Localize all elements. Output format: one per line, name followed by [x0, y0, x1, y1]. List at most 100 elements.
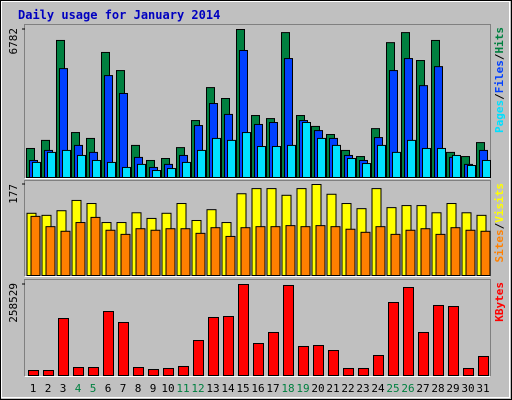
bar: [90, 216, 101, 277]
x-tick-label: 31: [476, 382, 489, 395]
bar: [302, 122, 311, 178]
x-tick-label: 5: [90, 382, 97, 395]
bar: [347, 158, 356, 178]
x-tick-label: 9: [150, 382, 157, 395]
bar: [107, 161, 116, 178]
bar: [240, 227, 251, 277]
bar: [407, 139, 416, 178]
bar: [32, 161, 41, 178]
legend-entry: Hits: [493, 27, 506, 54]
legend: Sites/Visits: [493, 183, 506, 263]
bar: [103, 311, 114, 377]
bar: [482, 159, 491, 178]
bar: [435, 233, 446, 276]
bar: [253, 343, 264, 376]
bar: [238, 284, 249, 376]
bar: [180, 228, 191, 276]
x-tick-label: 24: [371, 382, 385, 395]
bar: [133, 367, 144, 377]
x-tick-label: 26: [401, 382, 414, 395]
bar: [163, 367, 174, 376]
bar: [345, 228, 356, 277]
chart-title: Daily usage for January 2014: [18, 8, 220, 22]
bar: [227, 139, 236, 178]
bar: [270, 226, 281, 276]
bar: [88, 367, 99, 377]
bar: [150, 229, 161, 277]
bar: [30, 215, 41, 276]
bar: [467, 164, 476, 178]
bar: [313, 345, 324, 376]
bar: [255, 226, 266, 276]
bar: [195, 232, 206, 277]
bar: [360, 231, 371, 276]
bar: [77, 154, 86, 178]
bar: [118, 321, 129, 376]
bar: [47, 151, 56, 179]
x-tick-label: 15: [236, 382, 249, 395]
legend-separator: /: [493, 93, 506, 100]
x-tick-label: 17: [266, 382, 279, 395]
x-tick-label: 4: [75, 382, 82, 395]
bar: [223, 316, 234, 376]
legend: Pages/Files/Hits: [493, 27, 506, 133]
bar: [28, 370, 39, 376]
x-tick-label: 1: [30, 382, 37, 395]
bar: [178, 365, 189, 376]
x-tick-label: 18: [281, 382, 294, 395]
bar: [257, 146, 266, 178]
x-tick-label: 12: [191, 382, 204, 395]
bar: [422, 147, 431, 179]
x-tick-label: 7: [120, 382, 127, 395]
bar: [105, 229, 116, 277]
bar: [317, 137, 326, 178]
bar: [388, 301, 399, 377]
bar: [212, 137, 221, 178]
bar: [300, 226, 311, 276]
bar: [73, 367, 84, 377]
x-tick-label: 3: [60, 382, 67, 395]
x-tick-label: 23: [356, 382, 369, 395]
legend-entry: KBytes: [493, 282, 506, 322]
x-tick-label: 20: [311, 382, 324, 395]
bar: [328, 350, 339, 376]
bar: [137, 163, 146, 179]
legend-separator: /: [493, 53, 506, 60]
bar: [405, 229, 416, 277]
bar: [119, 92, 128, 178]
x-tick-label: 6: [105, 382, 112, 395]
bar: [122, 166, 131, 179]
x-tick-label: 28: [431, 382, 444, 395]
y-max-label: 258529: [7, 283, 20, 323]
x-tick-label: 30: [461, 382, 474, 395]
x-tick-label: 29: [446, 382, 459, 395]
bar: [465, 229, 476, 277]
bar: [330, 226, 341, 276]
bar: [45, 226, 56, 276]
bar: [60, 230, 71, 276]
bar: [420, 228, 431, 276]
legend-entry: Sites: [493, 229, 506, 262]
legend-separator: /: [493, 222, 506, 229]
x-tick-label: 8: [135, 382, 142, 395]
bar: [135, 228, 146, 276]
bar: [148, 369, 159, 376]
bar: [433, 304, 444, 376]
bar: [418, 331, 429, 376]
bar: [58, 318, 69, 376]
legend-entry: Pages: [493, 100, 506, 133]
bar: [62, 149, 71, 179]
bar: [75, 222, 86, 276]
x-tick-label: 19: [296, 382, 309, 395]
x-tick-label: 11: [176, 382, 189, 395]
bar: [165, 228, 176, 276]
bar: [287, 144, 296, 179]
x-tick-label: 16: [251, 382, 264, 395]
bar: [193, 340, 204, 377]
legend-entry: Visits: [493, 183, 506, 223]
y-max-label: 177: [7, 184, 20, 204]
bar: [285, 225, 296, 276]
bar: [480, 230, 491, 276]
y-max-label: 6782: [7, 28, 20, 55]
